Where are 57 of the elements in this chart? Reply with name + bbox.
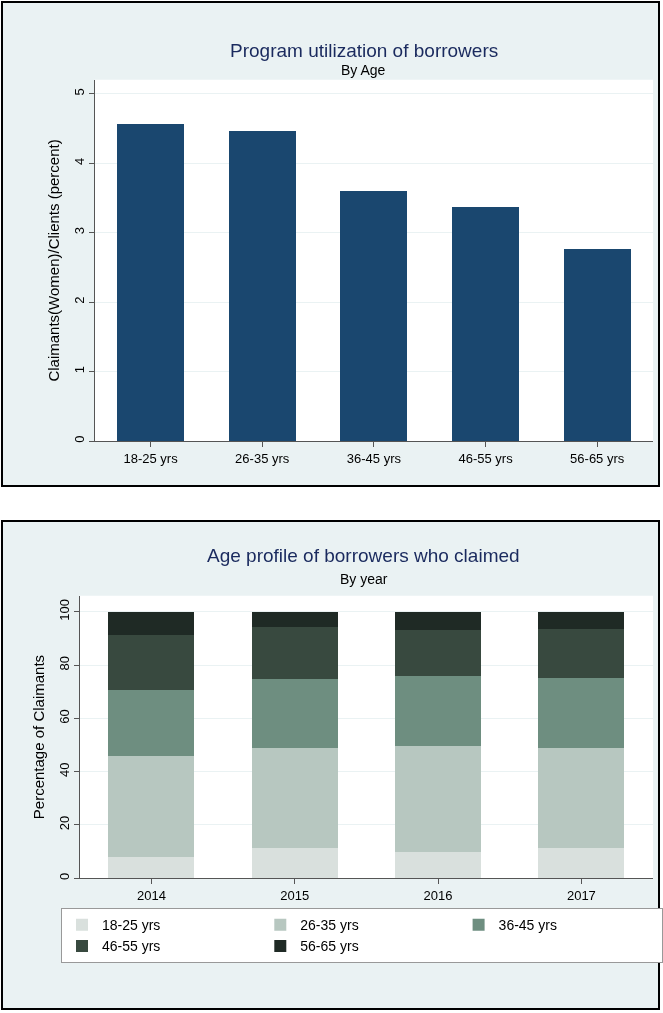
bar bbox=[538, 848, 625, 879]
bar bbox=[395, 676, 482, 747]
legend-label: 56-65 yrs bbox=[300, 938, 359, 955]
y-axis-title: Percentage of Claimants bbox=[29, 654, 47, 820]
y-tick-label: 80 bbox=[56, 655, 72, 671]
bar bbox=[251, 611, 338, 627]
y-tick-label: 2 bbox=[71, 296, 87, 304]
bar bbox=[251, 848, 338, 879]
y-tick-label: 5 bbox=[71, 88, 87, 96]
bar bbox=[395, 611, 482, 631]
bar bbox=[251, 678, 338, 748]
y-tick-label: 40 bbox=[56, 762, 72, 777]
bar bbox=[108, 856, 195, 879]
chart-subtitle: By year bbox=[340, 571, 388, 587]
bar bbox=[251, 747, 338, 849]
y-tick-label: 4 bbox=[71, 157, 87, 165]
y-tick-label: 1 bbox=[71, 366, 87, 374]
bar bbox=[117, 124, 185, 442]
y-axis-title: Claimants(Women)/Clients (percent) bbox=[44, 139, 62, 382]
legend-label: 18-25 yrs bbox=[102, 917, 161, 934]
bar bbox=[395, 746, 482, 852]
bar bbox=[395, 851, 482, 879]
y-tick-label: 20 bbox=[56, 815, 72, 831]
y-tick-label: 0 bbox=[56, 872, 72, 880]
x-tick-label: 2014 bbox=[136, 887, 166, 903]
x-tick-label: 56-65 yrs bbox=[570, 450, 625, 466]
y-tick-label: 0 bbox=[71, 435, 87, 443]
bar bbox=[108, 634, 195, 690]
chart-subtitle: By Age bbox=[341, 62, 386, 78]
bar bbox=[538, 747, 625, 849]
x-tick-label: 2016 bbox=[423, 887, 453, 903]
y-tick-label: 60 bbox=[56, 709, 72, 724]
x-tick-label: 2015 bbox=[280, 887, 310, 903]
bar bbox=[452, 206, 520, 442]
x-tick-label: 26-35 yrs bbox=[235, 450, 290, 466]
bar bbox=[538, 629, 625, 679]
bar bbox=[108, 755, 195, 857]
y-tick-label: 3 bbox=[71, 227, 87, 235]
bar bbox=[228, 131, 296, 442]
chart-title: Age profile of borrowers who claimed bbox=[207, 545, 520, 566]
x-tick-label: 46-55 yrs bbox=[458, 450, 514, 466]
bar bbox=[108, 689, 195, 756]
x-tick-label: 18-25 yrs bbox=[123, 450, 179, 466]
bar bbox=[395, 630, 482, 677]
chart-title: Program utilization of borrowers bbox=[230, 40, 499, 61]
bar bbox=[538, 678, 625, 748]
bar bbox=[563, 248, 631, 442]
legend-label: 26-35 yrs bbox=[300, 917, 359, 934]
bar bbox=[108, 611, 195, 635]
bar bbox=[340, 191, 408, 442]
x-tick-label: 36-45 yrs bbox=[346, 450, 402, 466]
legend-label: 36-45 yrs bbox=[498, 917, 557, 934]
legend-label: 46-55 yrs bbox=[102, 938, 161, 955]
y-tick-label: 100 bbox=[56, 599, 72, 621]
bar bbox=[251, 627, 338, 679]
bar bbox=[538, 611, 625, 630]
x-tick-label: 2017 bbox=[566, 887, 596, 903]
